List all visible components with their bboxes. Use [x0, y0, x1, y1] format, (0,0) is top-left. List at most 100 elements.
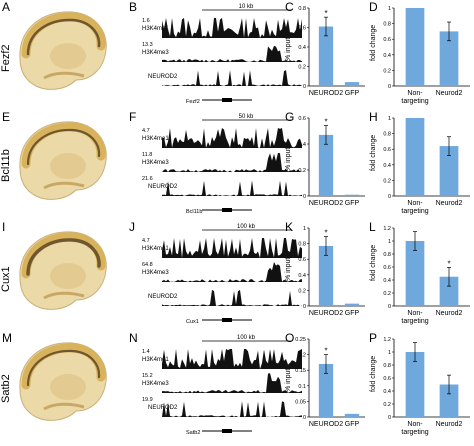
- y-tick-label: 0.6: [298, 26, 306, 32]
- bar: [439, 276, 459, 306]
- y-axis-label: % input: [285, 148, 292, 171]
- gene-model-exon: [222, 429, 232, 433]
- hippocampus-region: [43, 181, 85, 190]
- x-category-label: GFP: [345, 421, 360, 428]
- track-max-value: 13.3: [142, 42, 153, 48]
- gene-label: Satb2: [0, 374, 12, 403]
- cortex-band: [21, 232, 106, 279]
- track-name: H3K4me1: [142, 136, 169, 142]
- scale-bar-label: 100 kb: [237, 224, 256, 230]
- bar: [405, 118, 425, 196]
- y-tick-label: 0: [388, 84, 391, 90]
- track-name: H3K4me3: [142, 381, 169, 387]
- significance-star: *: [324, 118, 327, 127]
- panel-label-brain: I: [2, 220, 6, 234]
- panel-label-fold: L: [369, 220, 376, 234]
- significance-star: *: [324, 9, 327, 18]
- track-signal: [162, 349, 302, 369]
- cortical-layer-signal: [26, 18, 101, 56]
- bar: [405, 8, 425, 86]
- scale-bar-label: 50 kb: [239, 114, 254, 120]
- x-category-label: Non-: [407, 90, 423, 97]
- panel-label-tracks: N: [129, 331, 138, 345]
- gene-label: Cux1: [0, 266, 12, 292]
- track-name: H3K4me3: [142, 270, 169, 276]
- genome-tracks: 100 kb 1.4 H3K4me1 15.2 H3K4me3 19.9 NEUROD2 Sa…: [142, 333, 304, 437]
- gene-model-exon: [222, 98, 232, 102]
- y-axis-label: % input: [285, 369, 292, 392]
- figure-row-satb2: M N O P Satb2 100 kb 1.4 H3K4me1 15.2 H3K4me3 19.9…: [0, 331, 474, 441]
- locus-label: Satb2: [186, 430, 200, 436]
- x-category-label: Neurod2: [436, 200, 463, 207]
- x-category-label: targeting: [401, 208, 428, 215]
- x-category-label: NEUROD2: [309, 200, 343, 207]
- y-tick-label: 0.25: [295, 337, 306, 343]
- panel-label-fold: H: [369, 110, 378, 124]
- gene-label: Bcl11b: [0, 149, 12, 182]
- cortical-layer-signal: [26, 349, 101, 387]
- y-tick-label: 0.15: [295, 368, 306, 374]
- track-signal: [162, 180, 302, 196]
- bar: [439, 31, 459, 86]
- bar: [344, 303, 360, 306]
- x-category-label: NEUROD2: [309, 310, 343, 317]
- track-signal: [162, 262, 302, 282]
- y-tick-label: 0.2: [383, 178, 391, 184]
- cortex-band: [21, 343, 106, 390]
- brain-section-image: [14, 337, 110, 425]
- gene-model-exon: [222, 318, 232, 322]
- hippocampus-region: [43, 71, 85, 80]
- y-tick-label: 0.6: [383, 376, 391, 382]
- y-tick-label: 0: [303, 304, 306, 310]
- x-category-label: targeting: [401, 318, 428, 325]
- y-tick-label: 0.6: [383, 147, 391, 153]
- x-category-label: Neurod2: [436, 421, 463, 428]
- x-category-label: Neurod2: [436, 310, 463, 317]
- bar: [439, 384, 459, 417]
- y-tick-label: 0.2: [298, 353, 306, 359]
- y-tick-label: 1: [388, 116, 391, 122]
- track-signal: [162, 401, 302, 417]
- bar: [344, 413, 360, 417]
- y-axis-label: fold change: [370, 135, 377, 171]
- figure-row-fezf2: A B C D Fezf2 10 kb 1.6 H3K4me1 13.3 H3K4me3 NEURO…: [0, 0, 474, 110]
- bar: [318, 26, 334, 86]
- y-tick-label: 0.6: [298, 257, 306, 263]
- x-category-label: targeting: [401, 429, 428, 436]
- x-category-label: NEUROD2: [309, 90, 343, 97]
- y-tick-label: 0.4: [298, 142, 306, 148]
- panel-label-brain: A: [2, 0, 11, 14]
- y-tick-label: 0.4: [383, 278, 391, 284]
- significance-star: *: [447, 259, 450, 268]
- y-tick-label: 0.4: [383, 389, 391, 395]
- y-tick-label: 0: [388, 415, 391, 421]
- y-axis-label: fold change: [370, 356, 377, 392]
- x-category-label: Non-: [407, 200, 423, 207]
- chip-qpcr-chart: % input 0 0.2 0.4 0.6 0.8 1 * NEUROD2 GFP: [283, 220, 367, 330]
- significance-star: *: [324, 347, 327, 356]
- x-category-label: targeting: [401, 98, 428, 105]
- track-signal: [162, 373, 302, 393]
- panel-label-fold: P: [369, 331, 378, 345]
- scale-bar-label: 10 kb: [239, 4, 254, 10]
- track-name: H3K4me3: [142, 160, 169, 166]
- track-signal: [162, 290, 302, 306]
- y-tick-label: 0.2: [298, 168, 306, 174]
- x-category-label: NEUROD2: [309, 421, 343, 428]
- track-signal: [162, 152, 302, 172]
- gene-model-exon: [222, 208, 232, 212]
- track-signal: [162, 70, 302, 86]
- hippocampus-region: [43, 402, 85, 411]
- track-signal: [162, 45, 302, 62]
- gene-label: Fezf2: [0, 44, 12, 72]
- track-max-value: 4.7: [142, 238, 150, 244]
- panel-label-tracks: B: [129, 0, 138, 14]
- panel-label-chip: O: [285, 331, 295, 345]
- y-tick-label: 0.8: [383, 252, 391, 258]
- significance-star: *: [324, 229, 327, 238]
- panel-label-brain: M: [2, 331, 12, 345]
- track-max-value: 19.9: [142, 397, 153, 403]
- y-tick-label: 0.05: [295, 399, 306, 405]
- track-signal: [162, 238, 302, 258]
- panel-label-chip: C: [285, 0, 294, 14]
